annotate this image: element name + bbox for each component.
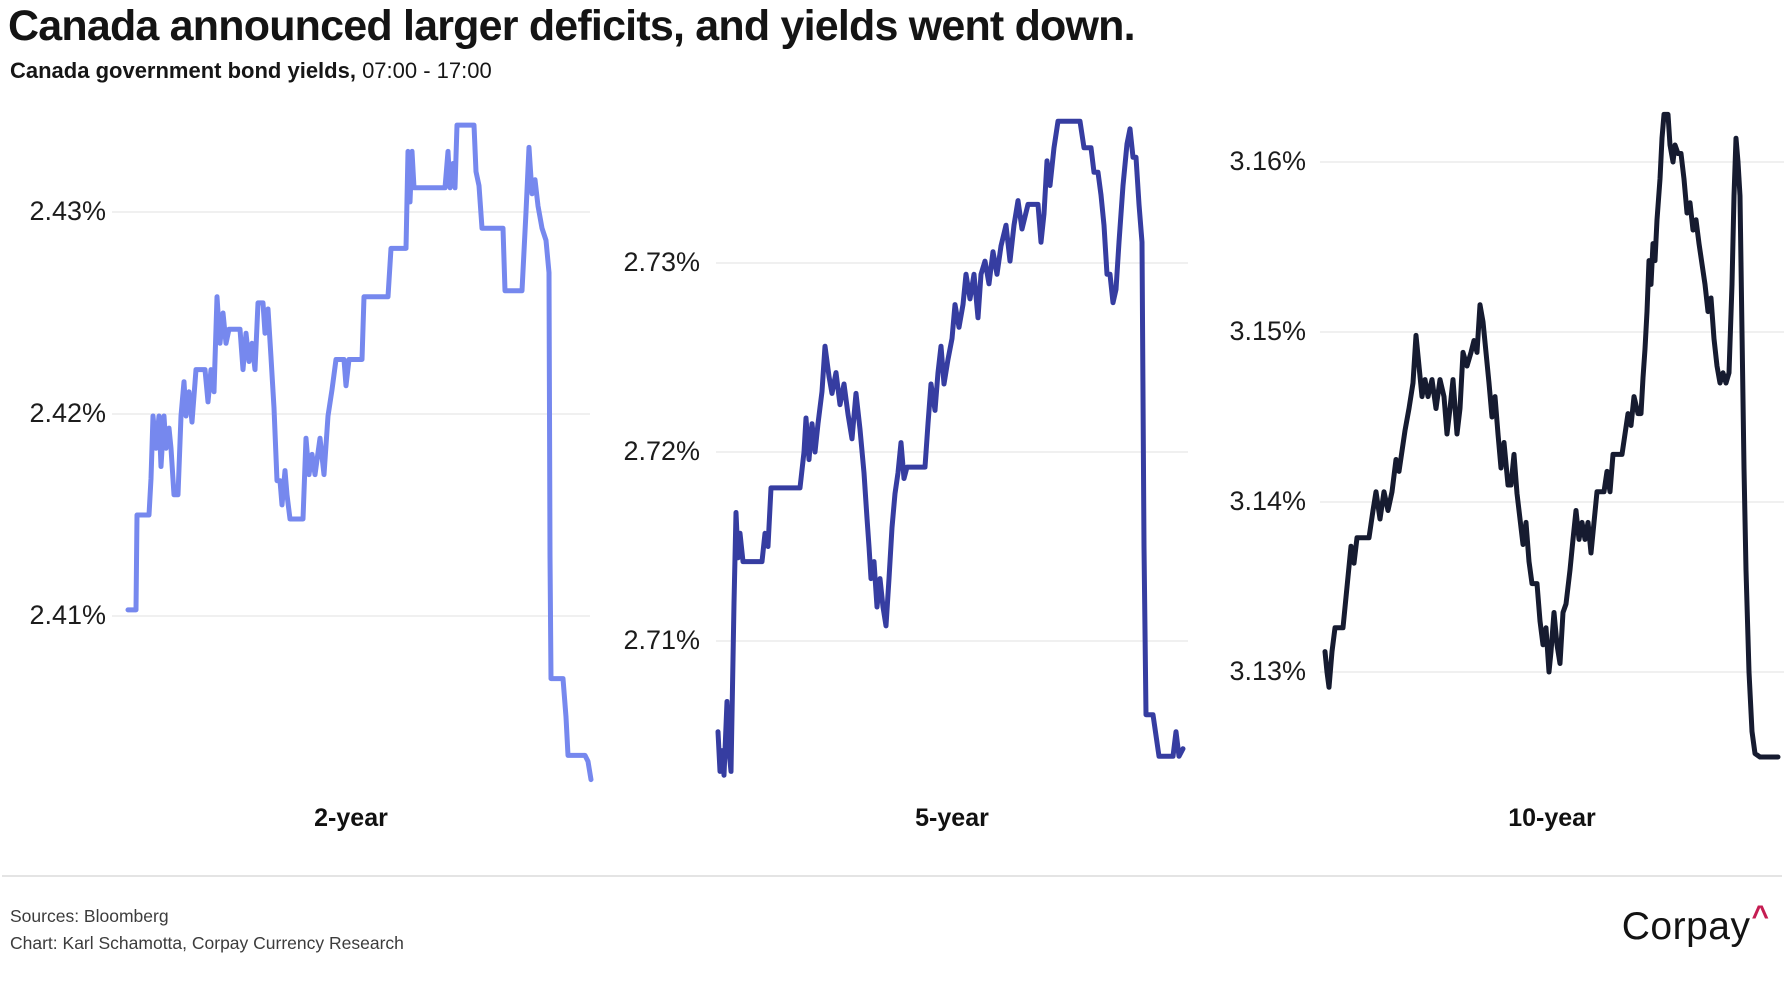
panel-label-2-year: 2-year [314, 804, 388, 832]
corpay-logo-text: Corpay [1621, 905, 1751, 948]
footer-credit: Chart: Karl Schamotta, Corpay Currency R… [10, 933, 404, 953]
yield-line-2-year [125, 122, 594, 783]
page-title: Canada announced larger deficits, and yi… [8, 2, 1136, 50]
panel-label-10-year: 10-year [1508, 804, 1596, 832]
corpay-logo: Corpay^ [1621, 900, 1769, 949]
y-axis-tick-label: 3.13% [1229, 656, 1306, 686]
y-axis-tick-label: 2.41% [29, 600, 106, 630]
yield-line-10-year [1322, 111, 1781, 760]
footer-divider [2, 875, 1782, 877]
subtitle-series-name: Canada government bond yields, [10, 58, 356, 83]
y-axis-tick-label: 2.73% [623, 247, 700, 277]
y-axis-tick-label: 2.42% [29, 398, 106, 428]
y-axis-tick-label: 2.43% [29, 196, 106, 226]
footer-sources: Sources: Bloomberg [10, 906, 169, 926]
subtitle-time-range: 07:00 - 17:00 [355, 58, 492, 83]
y-axis-tick-label: 3.15% [1229, 316, 1306, 346]
panel-label-5-year: 5-year [915, 804, 989, 832]
y-axis-tick-label: 2.71% [623, 625, 700, 655]
corpay-caret-icon: ^ [1751, 900, 1769, 933]
page-subtitle: Canada government bond yields, 07:00 - 1… [10, 58, 492, 84]
yield-line-5-year [715, 118, 1186, 778]
y-axis-tick-label: 3.16% [1229, 146, 1306, 176]
y-axis-tick-label: 2.72% [623, 436, 700, 466]
y-axis-tick-label: 3.14% [1229, 486, 1306, 516]
